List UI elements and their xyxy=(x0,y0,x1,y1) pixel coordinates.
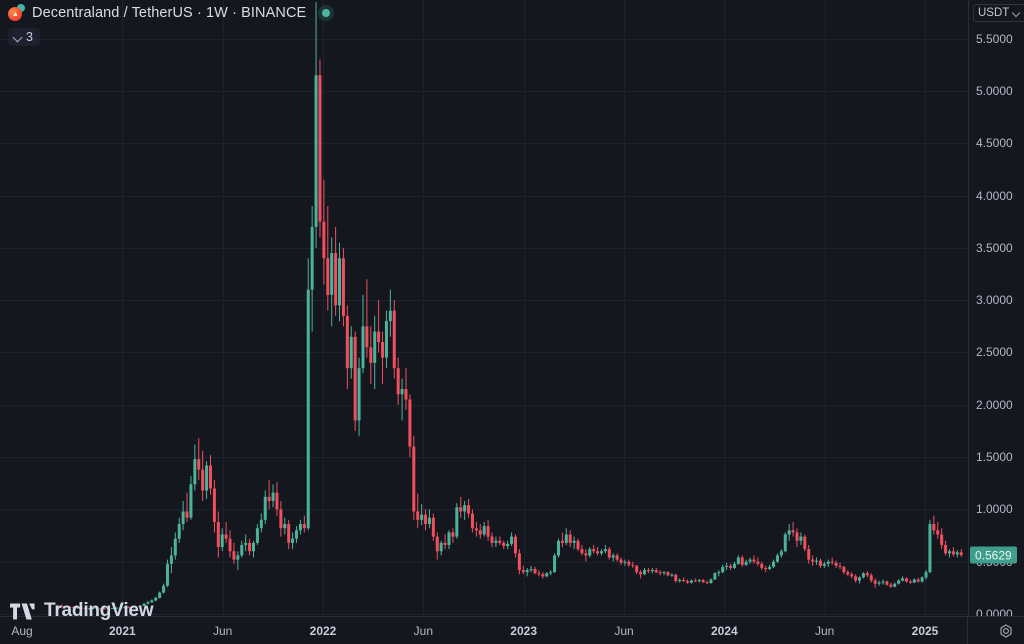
candlestick-series[interactable] xyxy=(0,0,968,616)
time-tick: Jun xyxy=(413,624,434,638)
price-tick: 4.0000 xyxy=(976,188,1013,203)
time-tick: Jun xyxy=(814,624,835,638)
price-tick: 1.0000 xyxy=(976,502,1013,517)
currency-selector[interactable]: USDT xyxy=(973,4,1024,22)
chevron-down-icon xyxy=(1013,9,1021,17)
current-price-badge: 0.5629 xyxy=(970,546,1017,564)
time-tick: 2022 xyxy=(309,624,337,638)
indicator-collapse-toggle[interactable]: 3 xyxy=(8,28,40,46)
price-tick: 5.0000 xyxy=(976,83,1013,98)
chart-grid xyxy=(0,0,968,616)
price-tick: 3.5000 xyxy=(976,240,1013,255)
price-axis[interactable]: USDT 5.5000 5.0000 4.5000 4.0000 3.5000 3.000… xyxy=(968,0,1024,621)
price-tick: 2.0000 xyxy=(976,397,1013,412)
price-tick: 1.5000 xyxy=(976,450,1013,465)
price-tick: 3.0000 xyxy=(976,293,1013,308)
time-tick: Jun xyxy=(212,624,233,638)
price-tick: 2.5000 xyxy=(976,345,1013,360)
currency-label: USDT xyxy=(978,7,1010,19)
chart-pane[interactable] xyxy=(0,0,968,616)
price-tick: 5.5000 xyxy=(976,31,1013,46)
time-tick: Aug xyxy=(11,624,33,638)
chevron-down-icon xyxy=(13,33,22,42)
time-tick: 2023 xyxy=(510,624,538,638)
indicator-count: 3 xyxy=(26,30,33,44)
time-axis[interactable]: Aug 2021 Jun 2022 Jun 2023 Jun 2024 Jun 2025 xyxy=(0,616,1024,644)
price-tick: 4.5000 xyxy=(976,136,1013,151)
axis-settings-icon[interactable] xyxy=(998,623,1014,639)
time-tick: 2025 xyxy=(911,624,939,638)
time-tick: Jun xyxy=(614,624,634,638)
time-tick: 2021 xyxy=(108,624,136,638)
axis-divider xyxy=(967,617,968,644)
time-tick: 2024 xyxy=(710,624,738,638)
